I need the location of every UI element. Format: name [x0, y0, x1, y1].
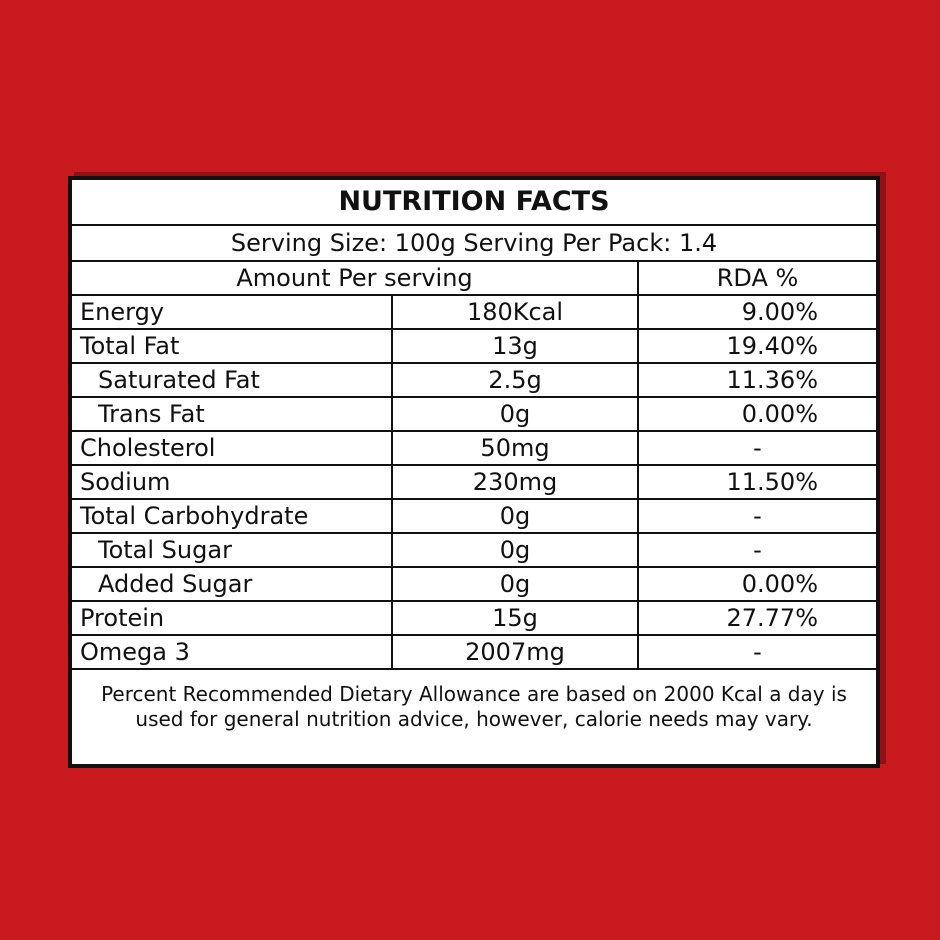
nutrient: Saturated Fat [72, 362, 393, 398]
amount: 50mg [391, 430, 639, 466]
amount: 13g [391, 328, 639, 364]
amount: 180Kcal [391, 294, 639, 330]
amount: 0g [391, 498, 639, 534]
rda: - [637, 498, 876, 534]
amount: 0g [391, 396, 639, 432]
amount: 2007mg [391, 634, 639, 670]
column-header: Amount Per serving [72, 260, 639, 296]
serving-info: Serving Size: 100g Serving Per Pack: 1.4 [72, 224, 876, 262]
nutrition-table: NUTRITION FACTS Serving Size: 100g Servi… [72, 180, 876, 744]
rda: 27.77% [637, 600, 876, 636]
rda: 19.40% [637, 328, 876, 364]
title: NUTRITION FACTS [72, 180, 876, 226]
rda: - [637, 430, 876, 466]
nutrient: Total Fat [72, 328, 393, 364]
column-header: RDA % [637, 260, 876, 296]
nutrition-label: NUTRITION FACTS Serving Size: 100g Servi… [68, 176, 880, 768]
nutrient: Total Carbohydrate [72, 498, 393, 534]
rda: 0.00% [637, 396, 876, 432]
amount: 2.5g [391, 362, 639, 398]
nutrient: Omega 3 [72, 634, 393, 670]
nutrient: Total Sugar [72, 532, 393, 568]
footnote: Percent Recommended Dietary Allowance ar… [72, 668, 876, 744]
rda: 9.00% [637, 294, 876, 330]
nutrient: Cholesterol [72, 430, 393, 466]
nutrient: Added Sugar [72, 566, 393, 602]
amount: 230mg [391, 464, 639, 500]
nutrient: Trans Fat [72, 396, 393, 432]
nutrient: Energy [72, 294, 393, 330]
nutrient: Protein [72, 600, 393, 636]
rda: - [637, 634, 876, 670]
amount: 0g [391, 566, 639, 602]
rda: 0.00% [637, 566, 876, 602]
rda: - [637, 532, 876, 568]
rda: 11.50% [637, 464, 876, 500]
nutrient: Sodium [72, 464, 393, 500]
amount: 0g [391, 532, 639, 568]
amount: 15g [391, 600, 639, 636]
rda: 11.36% [637, 362, 876, 398]
